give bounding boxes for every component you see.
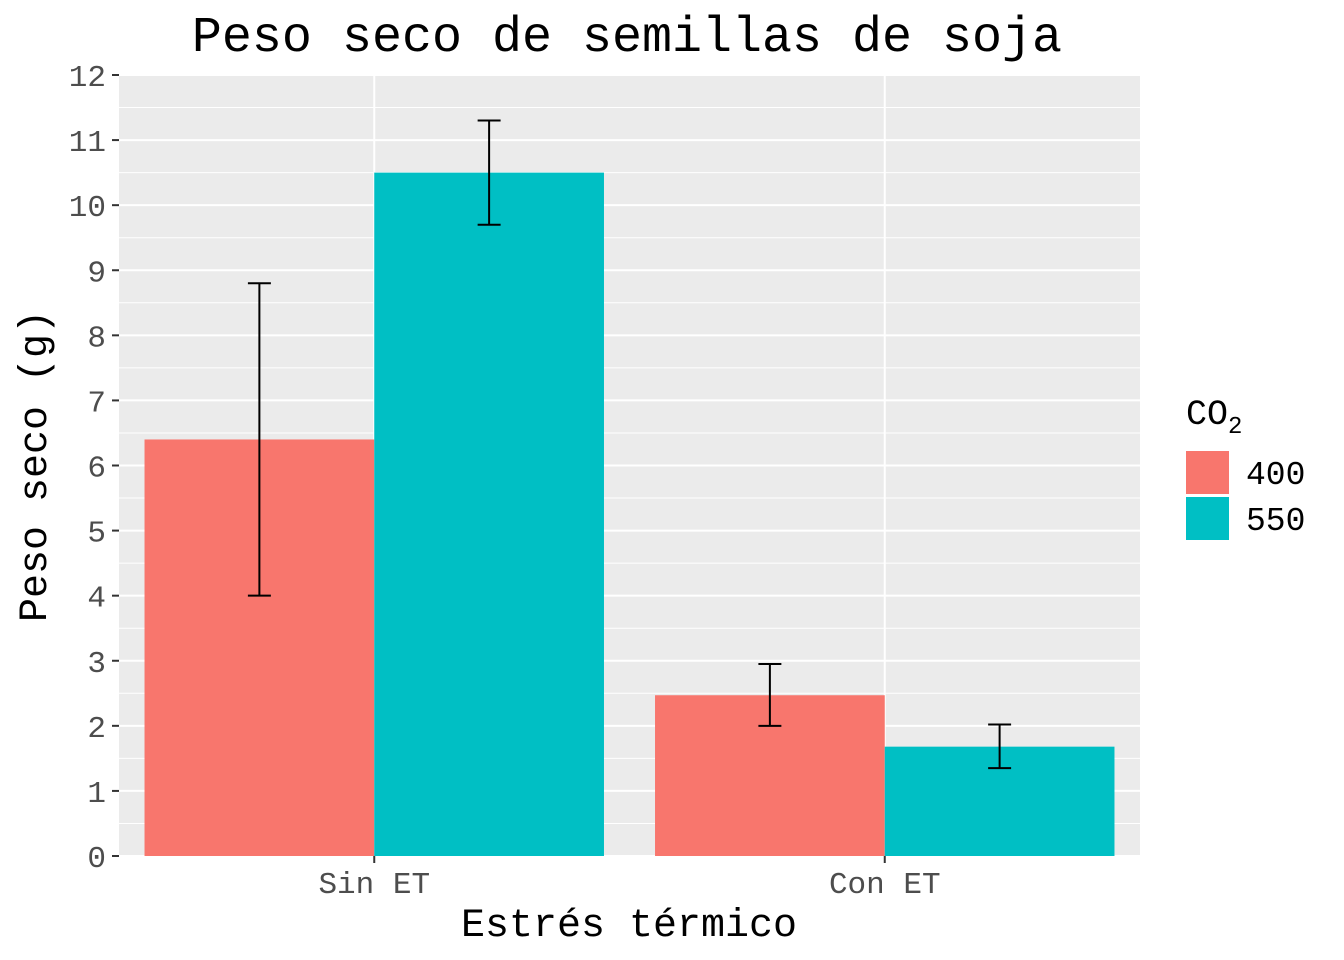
legend-label-400: 400 bbox=[1246, 457, 1305, 494]
legend-title: CO2 bbox=[1186, 395, 1242, 441]
y-tick-label: 0 bbox=[87, 842, 106, 877]
bars bbox=[144, 172, 1115, 856]
y-tick-label: 12 bbox=[69, 61, 106, 96]
y-axis-title: Peso seco (g) bbox=[14, 310, 59, 622]
error-bar-400-1 bbox=[247, 282, 271, 597]
legend-label-550: 550 bbox=[1246, 503, 1305, 540]
y-tick-label: 3 bbox=[87, 647, 106, 682]
y-tick-label: 7 bbox=[87, 386, 106, 421]
y-tick-label: 5 bbox=[87, 517, 106, 552]
legend: CO2 400 550 bbox=[1186, 395, 1305, 540]
error-bar-550-1 bbox=[477, 119, 501, 226]
legend-title-main: CO bbox=[1186, 395, 1228, 435]
legend-key-550 bbox=[1186, 497, 1229, 540]
x-tick-label: Sin ET bbox=[318, 868, 430, 903]
error-bar-400-2 bbox=[758, 663, 782, 727]
y-tick-label: 10 bbox=[69, 191, 106, 226]
y-tick-label: 8 bbox=[87, 321, 106, 356]
y-tick-label: 9 bbox=[87, 256, 106, 291]
y-tick-label: 6 bbox=[87, 452, 106, 487]
x-axis-title: Estrés térmico bbox=[461, 904, 797, 949]
bar-550-1 bbox=[374, 172, 604, 856]
x-tick-label: Con ET bbox=[829, 868, 941, 903]
chart-title: Peso seco de semillas de soja bbox=[192, 10, 1062, 67]
legend-title-subscript: 2 bbox=[1228, 414, 1242, 441]
error-bars bbox=[247, 119, 1012, 770]
y-tick-label: 4 bbox=[87, 582, 106, 617]
legend-key-400 bbox=[1186, 451, 1229, 494]
y-tick-label: 1 bbox=[87, 777, 106, 812]
y-tick-label: 11 bbox=[69, 126, 106, 161]
x-axis: Sin ET Con ET bbox=[318, 856, 941, 903]
y-tick-label: 2 bbox=[87, 712, 106, 747]
error-bar-550-2 bbox=[988, 723, 1012, 770]
